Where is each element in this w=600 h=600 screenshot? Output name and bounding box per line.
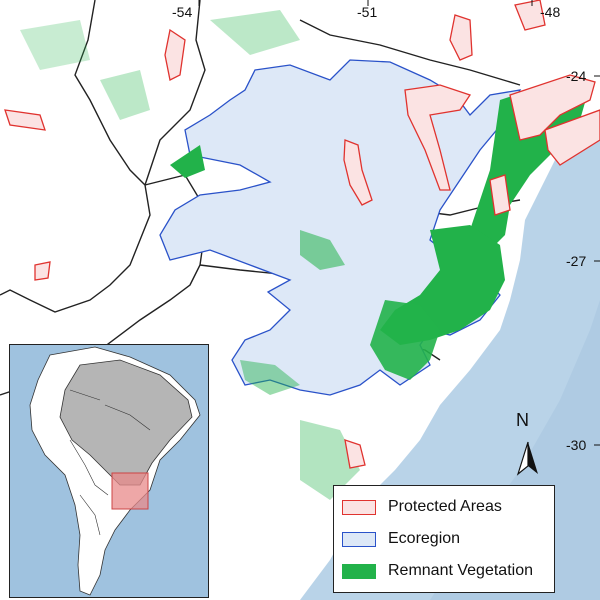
north-label: N [516,410,529,430]
remnant-vegetation-swatch-icon [342,563,376,579]
inset-study-area [111,472,149,510]
legend-item-remnant-vegetation: Remnant Vegetation [342,560,533,582]
legend-item-ecoregion: Ecoregion [342,528,460,550]
north-arrow-icon [516,441,538,476]
map-legend: Protected Areas Ecoregion Remnant Vegeta… [333,485,555,593]
legend-label: Ecoregion [388,530,461,547]
inset-locator-map [9,344,209,598]
latitude-tick-label: -27 [566,253,587,269]
ecoregion-swatch-icon [342,531,376,547]
latitude-tick-label: -30 [566,437,587,453]
protected-areas-swatch-icon [342,499,376,515]
longitude-tick-label: -54 [172,4,193,20]
longitude-tick-label: -48 [540,4,561,20]
legend-item-protected-areas: Protected Areas [342,496,502,518]
inset-map-graphic [10,345,208,597]
legend-label: Remnant Vegetation [388,562,533,579]
latitude-tick-label: -24 [566,68,587,84]
longitude-tick-label: -51 [357,4,378,20]
legend-label: Protected Areas [388,498,502,515]
ocean-shade [430,300,600,600]
protected-areas [4,0,600,469]
graticule-ticks [198,0,600,446]
